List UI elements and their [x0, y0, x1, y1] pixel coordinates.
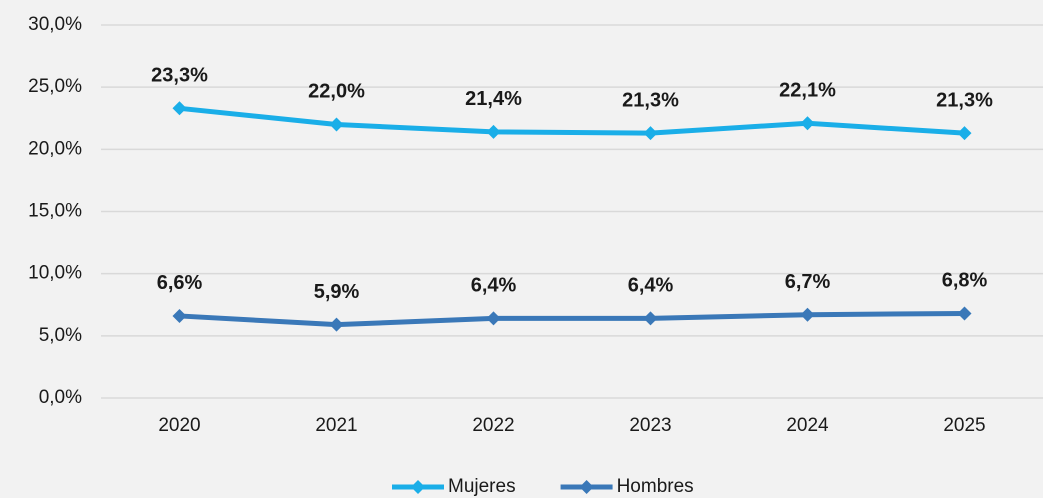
data-label: 21,3%: [622, 89, 679, 111]
y-tick-label: 5,0%: [39, 325, 82, 346]
point-marker: [643, 126, 658, 141]
point-marker: [329, 317, 344, 332]
data-label: 5,9%: [314, 281, 360, 303]
x-tick-label: 2024: [786, 415, 829, 436]
x-tick-label: 2025: [943, 415, 985, 436]
data-label: 6,8%: [942, 270, 988, 292]
y-tick-label: 0,0%: [39, 387, 82, 408]
x-tick-label: 2023: [629, 415, 671, 436]
data-label: 6,4%: [471, 275, 517, 297]
legend-label: Mujeres: [448, 476, 516, 497]
data-label: 23,3%: [151, 65, 208, 87]
x-tick-label: 2021: [315, 415, 357, 436]
data-label: 21,4%: [465, 88, 522, 110]
legend-marker: [411, 480, 425, 494]
legend-marker: [579, 480, 594, 494]
point-marker: [486, 124, 501, 139]
x-tick-label: 2022: [472, 415, 514, 436]
series-line: [179, 105, 965, 136]
point-marker: [172, 308, 187, 323]
y-tick-label: 20,0%: [28, 138, 82, 159]
point-marker: [957, 126, 972, 141]
point-marker: [486, 311, 501, 326]
data-label: 6,6%: [157, 272, 203, 294]
y-tick-label: 30,0%: [28, 14, 82, 35]
y-tick-label: 15,0%: [28, 201, 82, 222]
data-label: 22,0%: [308, 81, 365, 103]
y-tick-label: 25,0%: [28, 76, 82, 97]
y-tick-label: 10,0%: [28, 263, 82, 284]
series-line: [179, 310, 965, 328]
data-label: 6,4%: [628, 275, 674, 297]
point-marker: [800, 116, 815, 131]
point-marker: [800, 307, 815, 322]
point-marker: [172, 101, 187, 116]
data-label: 6,7%: [785, 271, 831, 293]
point-marker: [957, 306, 972, 321]
x-tick-label: 2020: [158, 415, 200, 436]
data-label: 22,1%: [779, 80, 836, 102]
data-label: 21,3%: [936, 89, 993, 111]
legend-label: Hombres: [617, 476, 694, 497]
point-marker: [643, 311, 658, 326]
point-marker: [329, 117, 344, 132]
